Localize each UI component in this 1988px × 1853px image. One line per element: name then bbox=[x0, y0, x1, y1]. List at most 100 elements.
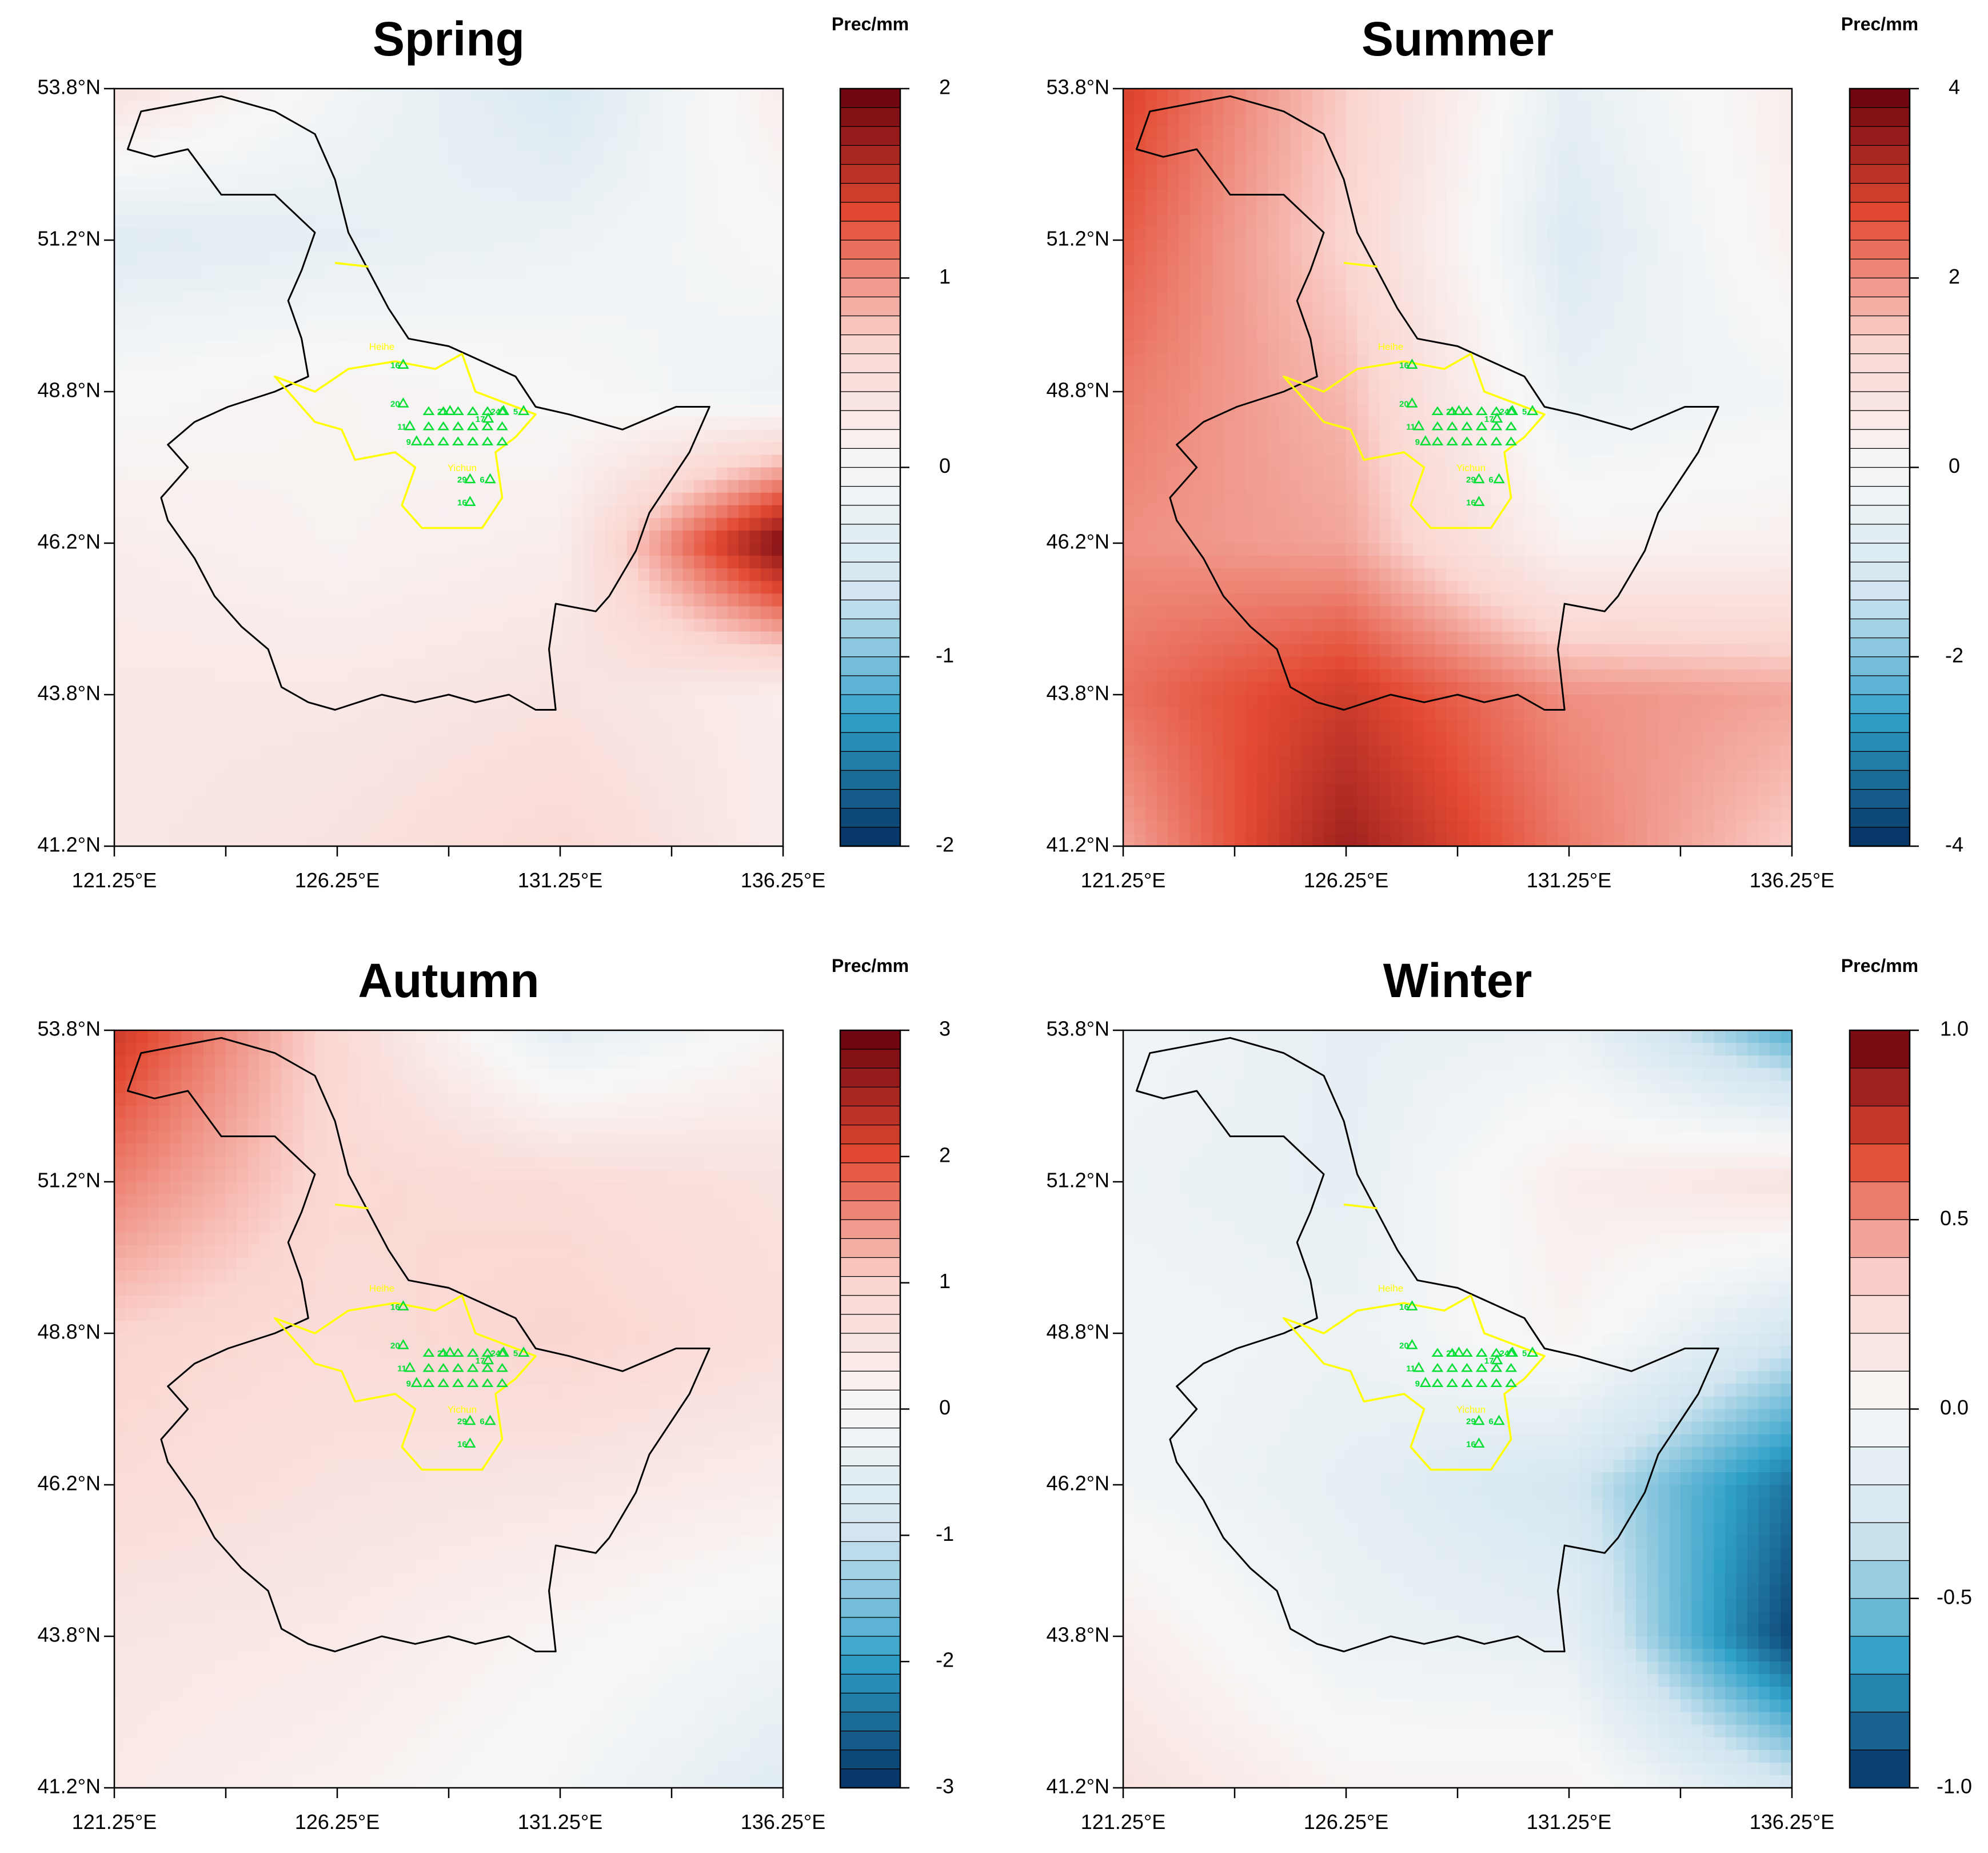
heatmap-cell bbox=[404, 366, 416, 380]
heatmap-cell bbox=[326, 392, 338, 405]
heatmap-cell bbox=[415, 455, 427, 468]
heatmap-cell bbox=[1524, 126, 1536, 140]
heatmap-cell bbox=[170, 720, 182, 733]
site-marker bbox=[466, 421, 479, 431]
heatmap-cell bbox=[248, 669, 260, 683]
heatmap-cell bbox=[192, 783, 204, 796]
heatmap-cell bbox=[660, 833, 672, 846]
heatmap-cell bbox=[404, 783, 416, 796]
heatmap-cell bbox=[348, 353, 360, 367]
heatmap-cell bbox=[571, 202, 583, 216]
heatmap-cell bbox=[705, 290, 717, 304]
heatmap-cell bbox=[593, 442, 605, 456]
heatmap-cell bbox=[337, 126, 349, 140]
heatmap-cell bbox=[1658, 126, 1670, 140]
heatmap-cell bbox=[1547, 164, 1559, 178]
heatmap-cell bbox=[1168, 114, 1180, 127]
heatmap-cell bbox=[1647, 139, 1659, 153]
heatmap-cell bbox=[315, 89, 327, 102]
heatmap-cell bbox=[638, 341, 650, 354]
heatmap-cell bbox=[738, 303, 751, 317]
heatmap-cell bbox=[1636, 177, 1648, 190]
heatmap-cell bbox=[716, 328, 728, 342]
heatmap-cell bbox=[404, 656, 416, 670]
heatmap-cell bbox=[370, 417, 382, 430]
heatmap-cell bbox=[237, 770, 249, 784]
heatmap-cell bbox=[1179, 278, 1191, 291]
heatmap-cell bbox=[170, 695, 182, 708]
heatmap-cell bbox=[716, 341, 728, 354]
heatmap-cell bbox=[682, 568, 694, 581]
heatmap-cell bbox=[360, 177, 372, 190]
heatmap-cell bbox=[649, 467, 661, 481]
heatmap-cell bbox=[449, 669, 461, 683]
heatmap-cell bbox=[1558, 89, 1570, 102]
heatmap-cell bbox=[504, 240, 516, 253]
heatmap-cell bbox=[315, 353, 327, 367]
heatmap-cell bbox=[248, 581, 260, 594]
heatmap-cell bbox=[437, 783, 449, 796]
heatmap-cell bbox=[493, 316, 505, 329]
heatmap-cell bbox=[1714, 202, 1726, 216]
heatmap-cell bbox=[248, 404, 260, 417]
heatmap-cell bbox=[1312, 164, 1324, 178]
heatmap-cell bbox=[727, 429, 739, 443]
heatmap-cell bbox=[192, 189, 204, 203]
heatmap-cell bbox=[672, 139, 684, 153]
heatmap-cell bbox=[370, 139, 382, 153]
heatmap-cell bbox=[1279, 341, 1291, 354]
heatmap-cell bbox=[1781, 290, 1792, 304]
colorbar-segment bbox=[840, 429, 900, 449]
heatmap-cell bbox=[315, 392, 327, 405]
heatmap-cell bbox=[560, 656, 572, 670]
heatmap-cell bbox=[226, 656, 238, 670]
heatmap-cell bbox=[147, 808, 159, 822]
heatmap-cell bbox=[1201, 114, 1213, 127]
heatmap-cell bbox=[159, 114, 171, 127]
heatmap-cell bbox=[214, 227, 226, 241]
heatmap-cell bbox=[538, 429, 550, 443]
heatmap-cell bbox=[616, 631, 628, 645]
heatmap-cell bbox=[437, 530, 449, 544]
heatmap-cell bbox=[170, 682, 182, 695]
heatmap-cell bbox=[772, 833, 783, 846]
heatmap-cell bbox=[1324, 278, 1336, 291]
heatmap-cell bbox=[304, 114, 316, 127]
heatmap-cell bbox=[281, 720, 293, 733]
heatmap-cell bbox=[237, 164, 249, 178]
heatmap-cell bbox=[281, 695, 293, 708]
heatmap-cell bbox=[727, 770, 739, 784]
heatmap-cell bbox=[248, 378, 260, 392]
heatmap-cell bbox=[538, 581, 550, 594]
heatmap-cell bbox=[1391, 316, 1403, 329]
heatmap-cell bbox=[270, 808, 282, 822]
heatmap-cell bbox=[304, 820, 316, 834]
heatmap-cell bbox=[593, 517, 605, 531]
heatmap-cell bbox=[538, 455, 550, 468]
heatmap-cell bbox=[382, 316, 394, 329]
heatmap-cell bbox=[214, 820, 226, 834]
heatmap-cell bbox=[460, 404, 472, 417]
heatmap-cell bbox=[504, 114, 516, 127]
heatmap-cell bbox=[214, 101, 226, 114]
heatmap-cell bbox=[582, 492, 594, 506]
heatmap-cell bbox=[1669, 139, 1681, 153]
heatmap-cell bbox=[682, 720, 694, 733]
heatmap-cell bbox=[694, 442, 706, 456]
heatmap-cell bbox=[125, 429, 137, 443]
heatmap-cell bbox=[259, 732, 271, 746]
heatmap-cell bbox=[772, 695, 783, 708]
heatmap-cell bbox=[449, 152, 461, 165]
heatmap-cell bbox=[315, 467, 327, 481]
heatmap-cell bbox=[616, 341, 628, 354]
heatmap-cell bbox=[1747, 126, 1759, 140]
heatmap-cell bbox=[504, 328, 516, 342]
heatmap-cell bbox=[649, 126, 661, 140]
heatmap-cell bbox=[360, 303, 372, 317]
heatmap-cell bbox=[1524, 253, 1536, 266]
heatmap-cell bbox=[214, 278, 226, 291]
site-label: 5 bbox=[513, 407, 518, 417]
heatmap-cell bbox=[504, 227, 516, 241]
heatmap-cell bbox=[1424, 101, 1436, 114]
heatmap-cell bbox=[114, 366, 126, 380]
